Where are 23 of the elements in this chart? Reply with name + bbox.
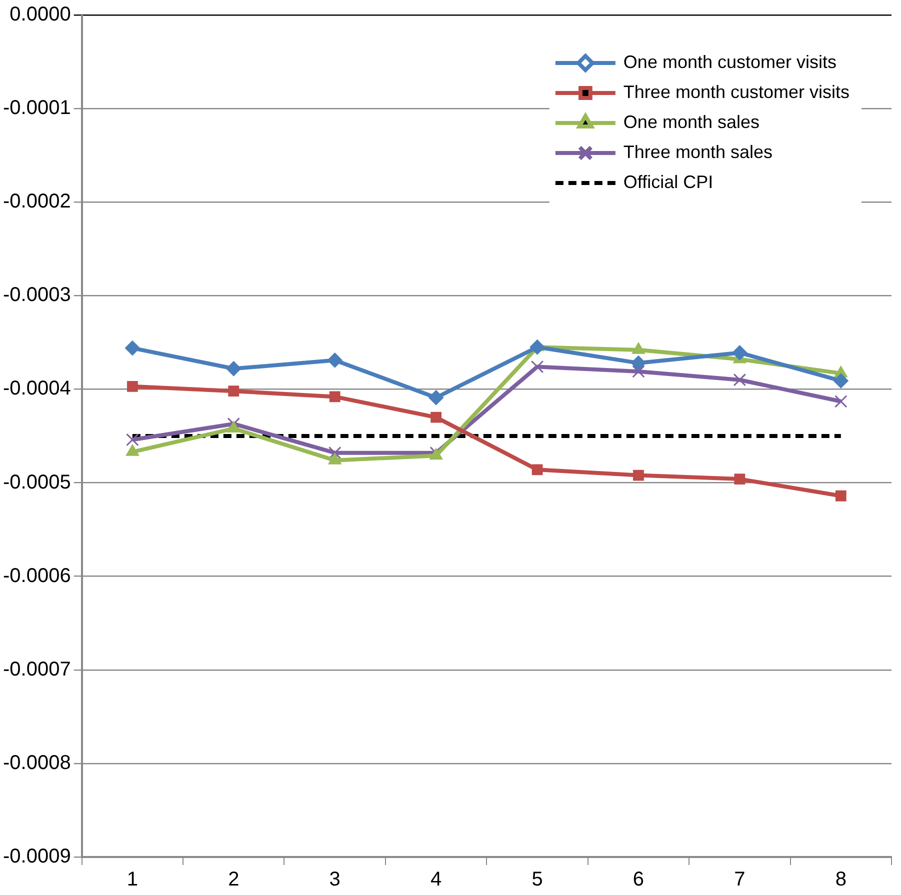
legend-label: One month customer visits [623,52,837,72]
y-tick-label: 0.0000 [10,4,71,26]
y-tick-label: -0.0002 [2,190,71,213]
y-tick-label: -0.0003 [2,284,71,306]
x-tick-label: 4 [430,868,442,891]
y-tick-label: -0.0006 [2,564,71,587]
y-tick-label: -0.0007 [2,658,71,680]
legend-label: Official CPI [623,172,714,192]
y-tick-label: -0.0001 [2,97,71,120]
x-tick-label: 6 [632,868,644,891]
legend-label: Three month sales [623,142,773,162]
legend-label: One month sales [623,112,760,132]
x-tick-label: 3 [329,868,340,891]
y-tick-label: -0.0005 [2,471,71,494]
y-tick-label: -0.0009 [2,846,71,868]
x-tick-label: 7 [734,868,746,891]
x-tick-label: 1 [126,868,138,891]
x-tick-label: 5 [532,868,543,891]
x-tick-label: 2 [228,868,240,891]
legend-label: Three month customer visits [623,82,850,102]
y-tick-label: -0.0004 [2,378,71,400]
x-tick-label: 8 [835,868,846,891]
y-tick-label: -0.0008 [2,752,71,774]
